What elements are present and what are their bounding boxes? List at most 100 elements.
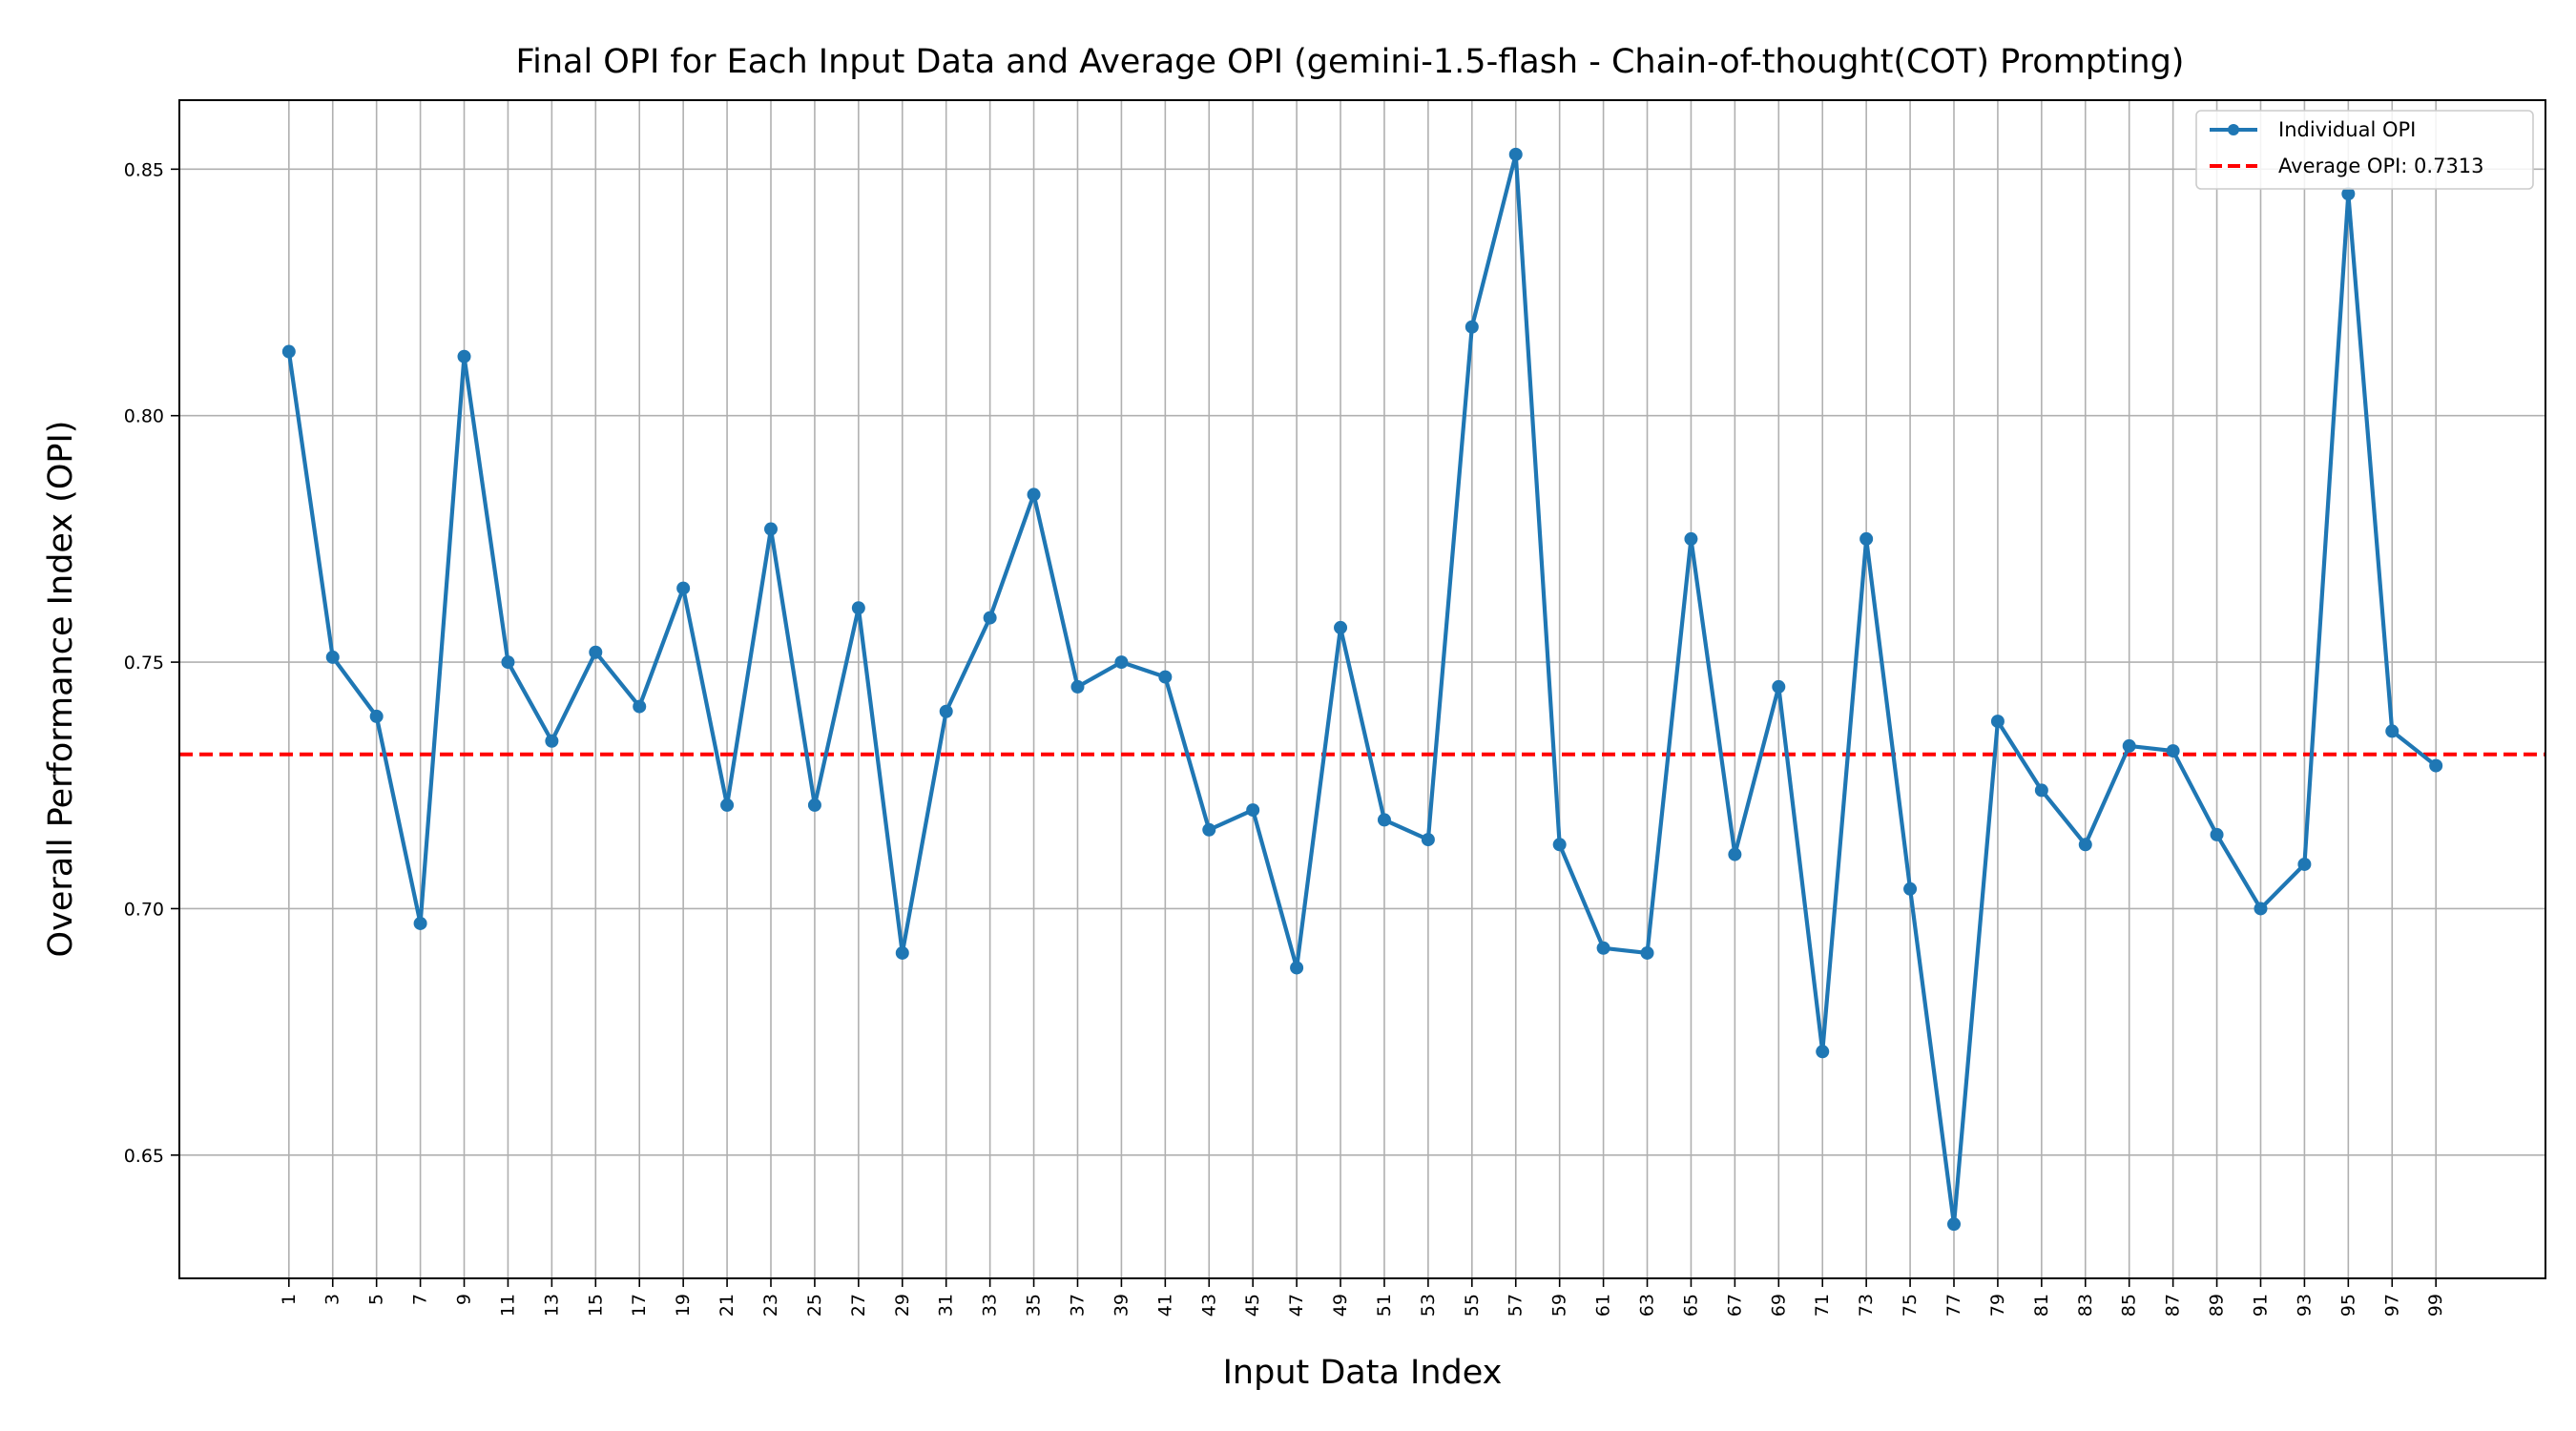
data-point <box>369 709 384 723</box>
x-tick-label: 37 <box>1067 1294 1088 1317</box>
data-point <box>413 916 427 930</box>
legend-label-average-opi: Average OPI: 0.7313 <box>2278 155 2484 177</box>
data-point <box>1465 320 1479 334</box>
data-point <box>1596 941 1610 955</box>
data-point <box>1859 531 1874 546</box>
x-tick-label: 5 <box>366 1294 387 1305</box>
x-tick-label: 35 <box>1024 1294 1045 1317</box>
data-point <box>1334 620 1348 634</box>
x-tick-label: 99 <box>2425 1294 2446 1317</box>
legend-frame <box>2195 110 2534 190</box>
x-tick-label: 75 <box>1900 1294 1921 1317</box>
data-point <box>2297 857 2312 871</box>
x-tick-label: 51 <box>1374 1294 1395 1317</box>
x-tick-label: 45 <box>1242 1294 1263 1317</box>
x-tick-label: 57 <box>1506 1294 1527 1317</box>
data-point <box>1290 961 1304 975</box>
grid-layer <box>179 100 2545 1278</box>
x-tick-label: 73 <box>1856 1294 1877 1317</box>
data-point <box>2210 827 2224 841</box>
x-tick-label: 95 <box>2337 1294 2358 1317</box>
y-tick-label: 0.70 <box>124 899 164 920</box>
x-tick-label: 91 <box>2250 1294 2271 1317</box>
x-tick-label: 9 <box>454 1294 475 1305</box>
y-axis-label: Overall Performance Index (OPI) <box>42 421 80 958</box>
data-point <box>2166 744 2180 758</box>
y-tick-label: 0.80 <box>124 406 164 427</box>
data-point <box>501 655 515 670</box>
legend-label-individual-opi: Individual OPI <box>2278 118 2416 141</box>
series-line-individual-opi <box>286 152 2438 1227</box>
x-tick-label: 19 <box>673 1294 694 1317</box>
data-point <box>1114 655 1129 670</box>
data-point <box>2034 783 2048 798</box>
x-tick-label: 69 <box>1768 1294 1789 1317</box>
data-point <box>807 798 821 812</box>
data-point <box>633 699 647 714</box>
data-point <box>676 581 691 595</box>
x-tick-label: 81 <box>2031 1294 2052 1317</box>
x-tick-label: 7 <box>410 1294 431 1305</box>
x-axis-label: Input Data Index <box>1223 1354 1503 1392</box>
x-tick-label: 15 <box>585 1294 606 1317</box>
x-tick-label: 39 <box>1111 1294 1132 1317</box>
x-tick-label: 1 <box>279 1294 300 1305</box>
data-point <box>764 522 778 536</box>
x-tick-label: 43 <box>1198 1294 1219 1317</box>
x-tick-label: 27 <box>848 1294 869 1317</box>
x-tick-label: 59 <box>1549 1294 1570 1317</box>
x-tick-label: 77 <box>1943 1294 1964 1317</box>
data-point <box>589 645 603 659</box>
x-tick-label: 49 <box>1330 1294 1351 1317</box>
x-tick-label: 33 <box>980 1294 1001 1317</box>
x-tick-label: 71 <box>1812 1294 1833 1317</box>
series-layer <box>281 147 2443 1232</box>
data-point <box>1947 1217 1961 1232</box>
data-point <box>325 650 340 664</box>
data-point <box>1684 531 1698 546</box>
data-point <box>1903 881 1918 896</box>
data-point <box>1377 813 1391 827</box>
x-tick-label: 65 <box>1680 1294 1701 1317</box>
data-point <box>1772 679 1786 694</box>
x-tick-label: 63 <box>1637 1294 1658 1317</box>
data-point <box>1508 147 1523 161</box>
y-tick-label: 0.75 <box>124 653 164 674</box>
data-point <box>895 945 909 960</box>
x-tick-label: 53 <box>1418 1294 1439 1317</box>
data-point <box>1816 1045 1830 1059</box>
data-point <box>2122 738 2136 753</box>
x-tick-label: 21 <box>717 1294 737 1317</box>
x-tick-label: 87 <box>2163 1294 2184 1317</box>
data-point <box>2429 758 2443 773</box>
data-point <box>1158 670 1173 684</box>
legend-marker-individual-opi <box>2228 124 2239 135</box>
data-point <box>1246 803 1260 818</box>
x-tick-label: 25 <box>804 1294 825 1317</box>
x-tick-label: 3 <box>322 1294 343 1305</box>
data-point <box>939 704 953 718</box>
chart-title: Final OPI for Each Input Data and Averag… <box>516 43 2185 81</box>
data-point <box>1990 715 2005 729</box>
data-point <box>983 611 997 625</box>
x-tick-label: 93 <box>2294 1294 2315 1317</box>
legend: Individual OPI Average OPI: 0.7313 <box>2195 110 2534 190</box>
data-point <box>1640 945 1654 960</box>
data-point <box>281 344 296 359</box>
x-tick-label: 79 <box>1987 1294 2008 1317</box>
data-point <box>720 798 735 812</box>
x-tick-label: 29 <box>892 1294 913 1317</box>
data-point <box>1421 833 1435 847</box>
data-point <box>1552 838 1567 852</box>
x-tick-label: 47 <box>1286 1294 1307 1317</box>
plot-frame <box>178 99 2546 1279</box>
data-point <box>1027 487 1041 502</box>
x-tick-label: 31 <box>936 1294 957 1317</box>
x-axis-ticks: 1 3 5 7 9 11 13 15 17 19 21 23 25 27 29 31 33 35 37 39 41 43 4… <box>279 1278 2446 1317</box>
data-point <box>1728 847 1742 861</box>
data-point <box>851 601 865 615</box>
x-tick-label: 41 <box>1154 1294 1175 1317</box>
y-tick-label: 0.85 <box>124 159 164 180</box>
